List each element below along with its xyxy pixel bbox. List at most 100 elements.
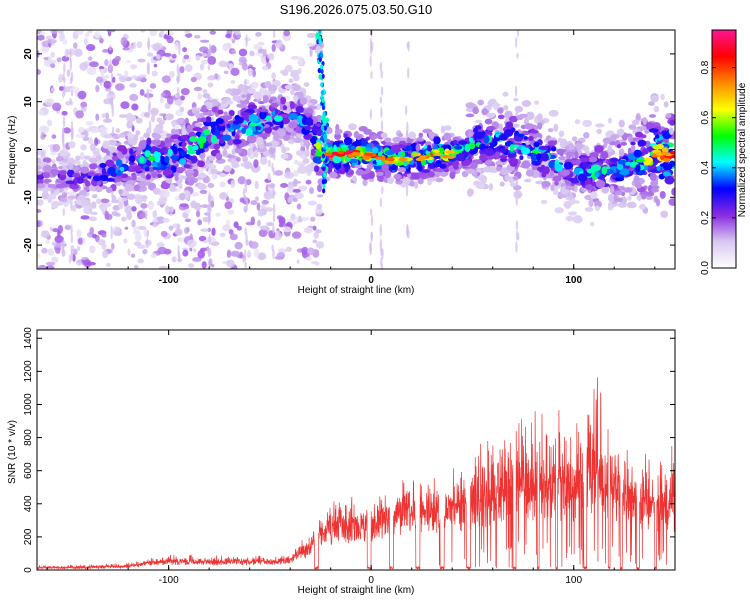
heat-cell — [260, 204, 266, 210]
heat-cell — [607, 117, 613, 124]
heat-cell — [440, 125, 446, 134]
heat-cell — [323, 134, 328, 140]
heat-cell — [59, 32, 66, 42]
heat-cell — [197, 160, 205, 168]
heat-cell — [302, 158, 310, 164]
heat-cell — [62, 39, 68, 45]
heat-cell — [245, 221, 255, 226]
snr-y-tick-label: 1200 — [23, 360, 34, 383]
heat-cell — [541, 160, 550, 166]
heat-cell — [660, 93, 665, 101]
heat-cell — [381, 163, 389, 172]
heat-cell — [242, 253, 245, 263]
heat-cell — [80, 166, 90, 174]
heat-cell — [50, 159, 56, 163]
heat-cell — [211, 106, 218, 113]
heat-cell — [240, 162, 244, 167]
heat-cell — [571, 136, 578, 142]
heat-cell — [146, 137, 152, 146]
heat-cell — [139, 88, 145, 96]
heat-cell — [47, 56, 51, 63]
heat-cell — [50, 30, 58, 34]
spectrogram-y-tick-label: 10 — [23, 96, 34, 108]
heat-cell — [261, 199, 269, 205]
heat-cell — [415, 157, 424, 162]
heat-cell — [499, 148, 507, 153]
heat-cell — [221, 99, 227, 105]
heat-cell — [244, 181, 248, 194]
heat-cell — [124, 226, 129, 230]
snr-frame — [36, 329, 676, 571]
heat-cell — [171, 121, 176, 127]
heat-cell — [384, 137, 392, 143]
heat-cell — [199, 39, 210, 43]
heat-cell — [257, 219, 261, 227]
heat-cell — [509, 182, 517, 187]
heat-cell — [70, 129, 74, 141]
heat-cell — [89, 127, 100, 134]
heat-cell — [465, 168, 476, 174]
heat-cell — [135, 117, 143, 124]
heat-cell — [444, 125, 452, 131]
heat-cell — [432, 149, 440, 153]
heat-cell — [662, 163, 673, 171]
heat-cell — [119, 166, 125, 172]
heat-cell — [434, 152, 442, 156]
heat-cell — [133, 165, 142, 172]
heat-cell — [643, 157, 652, 166]
heat-cell — [445, 150, 456, 154]
heat-cell — [540, 199, 548, 205]
heat-cell — [290, 213, 296, 220]
spectrogram-frame — [36, 29, 676, 270]
heat-cell — [210, 200, 215, 208]
heat-cell — [49, 63, 56, 69]
heat-cell — [101, 167, 107, 176]
heat-cell — [70, 224, 73, 236]
heat-cell — [151, 70, 158, 77]
heat-cell — [271, 72, 276, 80]
heat-cell — [230, 67, 240, 76]
heat-cell — [131, 64, 138, 69]
heat-cell — [102, 49, 110, 53]
heat-cell — [231, 38, 236, 44]
heat-cell — [120, 36, 128, 46]
heat-cell — [582, 145, 590, 152]
heat-cell — [103, 134, 113, 139]
heat-cell — [79, 151, 85, 161]
heat-cell — [369, 37, 373, 50]
heat-cell — [407, 67, 410, 79]
heat-cell — [150, 114, 156, 123]
heat-cell — [511, 123, 520, 128]
heat-cell — [368, 177, 375, 183]
heat-cell — [536, 113, 543, 121]
heat-cell — [420, 169, 431, 174]
heat-cell — [297, 218, 303, 223]
heat-cell — [198, 173, 207, 179]
heat-cell — [68, 141, 76, 149]
heat-cell — [65, 100, 74, 106]
heat-cell — [194, 110, 200, 118]
heat-cell — [480, 178, 487, 184]
heat-cell — [354, 164, 363, 169]
heat-cell — [73, 42, 78, 49]
heat-cell — [94, 31, 101, 39]
heat-cell — [552, 175, 562, 182]
heat-cell — [404, 145, 413, 151]
heat-cell — [297, 165, 308, 174]
heat-cell — [194, 34, 201, 39]
heat-cell — [527, 135, 534, 142]
heat-cell — [589, 152, 599, 158]
heat-cell — [296, 259, 300, 264]
heat-cell — [37, 253, 41, 259]
heat-cell — [44, 98, 55, 106]
heat-cell — [140, 30, 145, 33]
heat-cell — [362, 179, 368, 187]
heat-cell — [100, 198, 110, 204]
heat-cell — [587, 156, 598, 163]
heat-cell — [300, 216, 310, 222]
heat-cell — [267, 53, 273, 59]
heat-cell — [129, 155, 135, 163]
heat-cell — [192, 257, 202, 262]
heat-cell — [152, 43, 161, 52]
heat-cell — [513, 97, 519, 102]
